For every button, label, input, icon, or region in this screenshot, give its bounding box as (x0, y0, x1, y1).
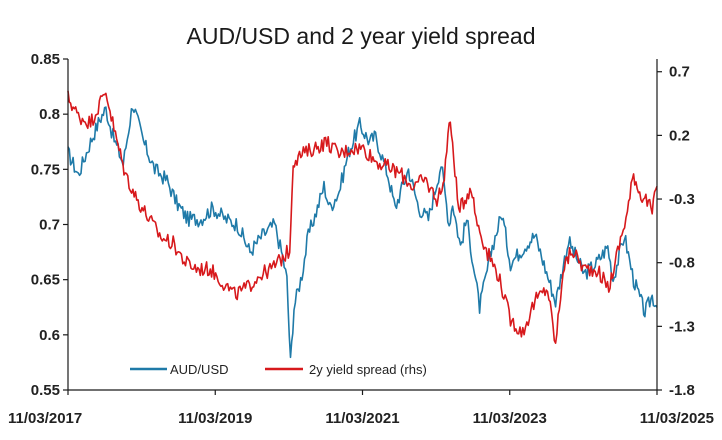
axes-layer: 0.55 0.6 0.65 0.7 0.75 0.8 0.85 -1.8 -1.3 -0.8 -0.… (8, 51, 714, 427)
y-right-tick-label: -1.3 (669, 318, 695, 335)
y-right-tick-label: 0.7 (669, 64, 690, 81)
chart-title: AUD/USD and 2 year yield spread (187, 23, 536, 49)
chart-legend: AUD/USD 2y yield spread (rhs) (130, 362, 427, 377)
legend-label-audusd: AUD/USD (170, 362, 229, 377)
y-right-tick-label: -0.3 (669, 191, 695, 208)
y-right-tick-label: -0.8 (669, 255, 695, 272)
x-tick-label: 11/03/2019 (178, 410, 252, 427)
x-tick-label: 11/03/2023 (473, 410, 547, 427)
y-left-tick-label: 0.8 (39, 106, 60, 123)
legend-label-yield-spread: 2y yield spread (rhs) (309, 362, 427, 377)
series-layer (67, 90, 658, 359)
y-right-tick-label: -1.8 (669, 382, 695, 399)
series-line-yield-spread (67, 90, 658, 345)
x-tick-label: 11/03/2017 (8, 410, 82, 427)
y-left-tick-label: 0.7 (39, 217, 60, 234)
y-left-tick-label: 0.85 (31, 51, 60, 68)
y-right-tick-label: 0.2 (669, 127, 690, 144)
y-left-tick-label: 0.55 (31, 382, 60, 399)
y-left-tick-label: 0.75 (31, 161, 60, 178)
y-left-tick-label: 0.6 (39, 327, 60, 344)
series-line-audusd (67, 106, 658, 359)
y-left-tick-label: 0.65 (31, 272, 60, 289)
x-tick-label: 11/03/2021 (325, 410, 399, 427)
x-tick-label: 11/03/2025 (640, 410, 714, 427)
